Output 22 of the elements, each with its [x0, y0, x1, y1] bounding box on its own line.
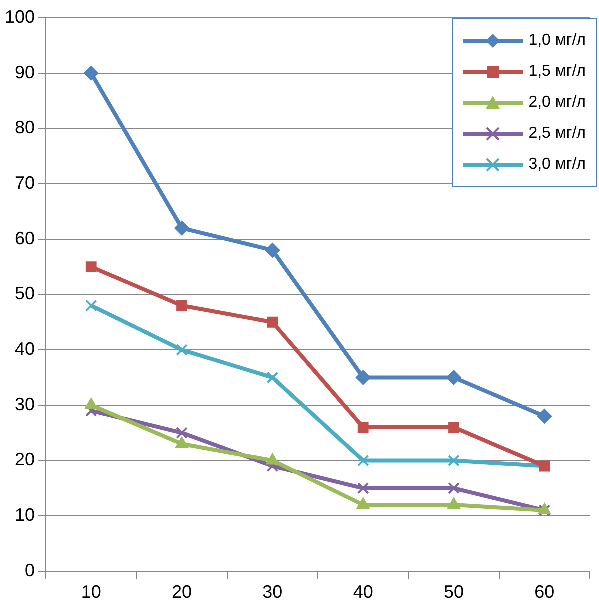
- legend-label: 2,0 мг/л: [528, 94, 586, 112]
- x-tick-label: 10: [81, 582, 102, 602]
- x-tick-label: 40: [353, 582, 374, 602]
- y-tick-label: 30: [15, 394, 36, 414]
- legend-label: 1,0 мг/л: [528, 32, 586, 50]
- y-tick-label: 100: [4, 6, 36, 27]
- y-tick-label: 60: [15, 228, 36, 248]
- y-tick-label: 40: [15, 339, 36, 360]
- legend-label: 2,5 мг/л: [528, 124, 586, 142]
- x-tick-label: 30: [262, 582, 283, 602]
- y-tick-label: 80: [15, 118, 36, 138]
- y-tick-label: 10: [15, 505, 36, 526]
- x-tick-label: 50: [444, 582, 464, 602]
- x-tick-label: 20: [172, 582, 192, 602]
- x-tick-label: 60: [534, 582, 555, 602]
- legend-label: 1,5 мг/л: [528, 62, 586, 80]
- legend-label: 3,0 мг/л: [528, 156, 586, 174]
- y-tick-label: 50: [15, 284, 36, 304]
- y-tick-label: 90: [15, 62, 36, 82]
- y-tick-label: 70: [15, 172, 36, 193]
- y-tick-label: 0: [25, 560, 36, 580]
- y-tick-label: 20: [15, 450, 36, 470]
